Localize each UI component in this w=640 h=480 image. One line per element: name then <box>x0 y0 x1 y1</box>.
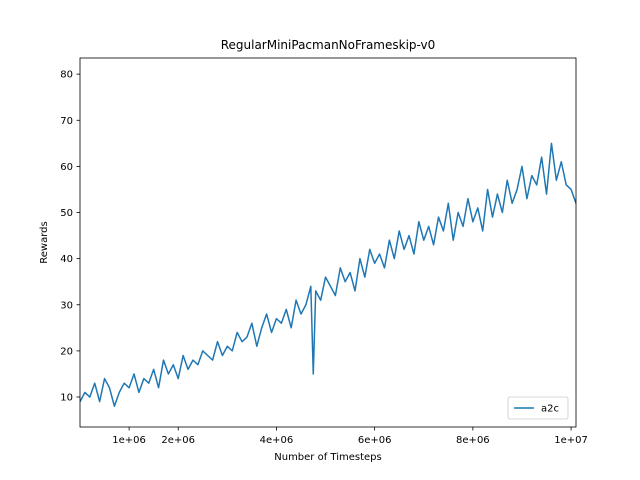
x-tick-label: 6e+06 <box>358 435 392 446</box>
legend-box <box>507 396 569 420</box>
x-tick-label: 1e+07 <box>554 435 588 446</box>
y-tick-label: 20 <box>60 346 73 357</box>
x-tick-label: 1e+06 <box>112 435 146 446</box>
series-line-a2c <box>80 142 576 407</box>
legend: a2c <box>507 396 569 420</box>
y-tick-label: 40 <box>60 254 73 265</box>
y-tick-label: 30 <box>60 300 73 311</box>
y-tick-label: 70 <box>60 116 73 127</box>
y-tick-label: 10 <box>60 393 73 404</box>
y-tick-label: 50 <box>60 208 73 219</box>
x-tick-label: 2e+06 <box>161 435 195 446</box>
y-axis-label: Rewards <box>39 221 50 263</box>
plot-area: 1e+06 2e+06 4e+06 6e+06 8e+06 1e+07 10 20 30 40 50… <box>60 57 588 446</box>
y-tick-label: 80 <box>60 70 73 81</box>
legend-label: a2c <box>541 404 559 415</box>
y-tick-label: 60 <box>60 162 73 173</box>
chart-title: RegularMiniPacmanNoFrameskip-v0 <box>221 38 436 52</box>
x-axis-label: Number of Timesteps <box>274 452 381 463</box>
axes-frame <box>79 57 577 428</box>
x-tick-label: 8e+06 <box>456 435 490 446</box>
x-tick-label: 4e+06 <box>260 435 294 446</box>
